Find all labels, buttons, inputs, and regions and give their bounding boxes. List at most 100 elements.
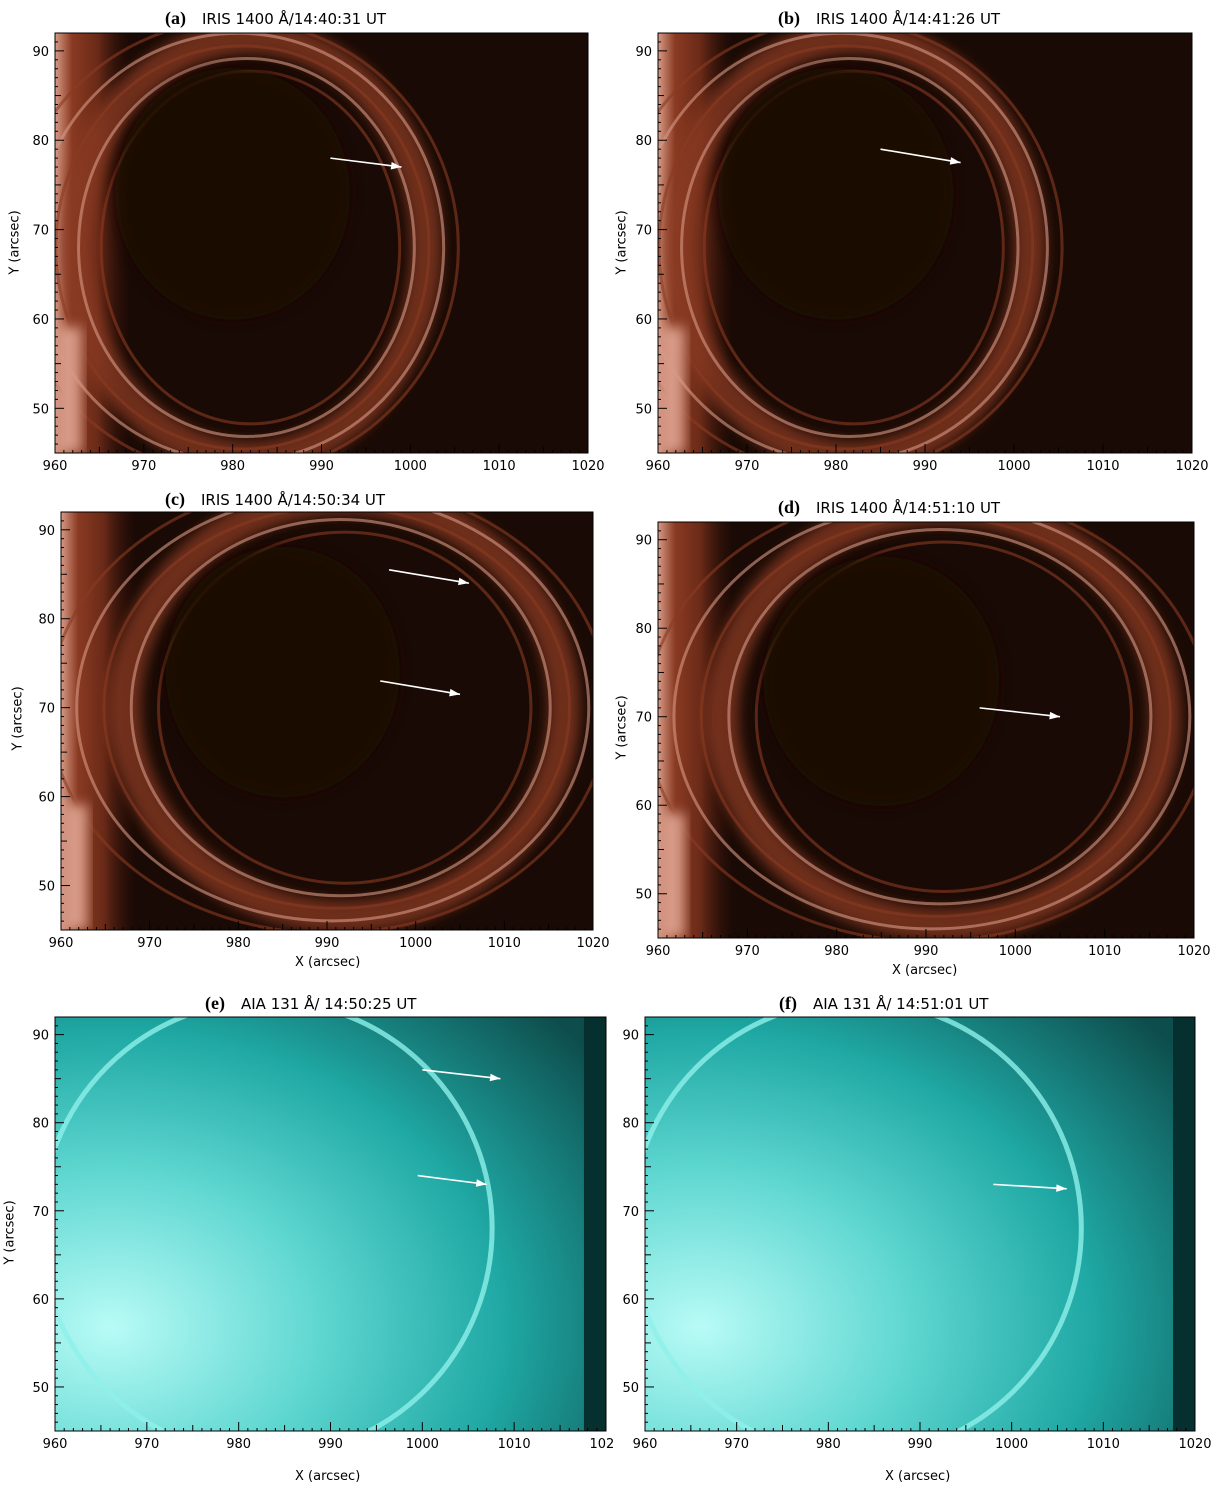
panel-image: 960 970 980 990 1000 1010 1020 90 80 70 60 50 <box>635 521 1211 959</box>
panel-c: (c) IRIS 1400 Å/14:50:34 UT 960 970 980 990 1… <box>0 485 610 975</box>
x-tick-label: 960 <box>43 459 68 474</box>
panel-image: 960 970 980 990 1000 1010 1020 90 80 70 60 50 <box>32 1016 615 1452</box>
y-tick-label: 80 <box>622 1117 639 1132</box>
x-tick-label: 960 <box>646 459 671 474</box>
image-content <box>658 33 1192 453</box>
y-tick-label: 90 <box>635 45 652 60</box>
y-tick-label: 80 <box>32 134 49 149</box>
panel-title: (a) IRIS 1400 Å/14:40:31 UT <box>165 8 386 29</box>
y-tick-label: 90 <box>635 534 652 549</box>
x-tick-label: 990 <box>318 1437 343 1452</box>
x-tick-label: 960 <box>646 944 671 959</box>
y-tick-label: 70 <box>635 711 652 726</box>
panel-title: (d) IRIS 1400 Å/14:51:10 UT <box>778 497 1000 518</box>
panel-f: (f) AIA 131 Å/ 14:51:01 UT 960 970 980 990 10… <box>615 985 1221 1489</box>
annotation-arrow <box>422 1069 501 1082</box>
loop-glow <box>58 33 443 453</box>
y-tick-label: 50 <box>32 1381 49 1396</box>
loop-glow <box>109 512 581 930</box>
y-tick-label: 60 <box>635 799 652 814</box>
x-tick-label: 970 <box>724 1437 749 1452</box>
x-tick-label: 1020 <box>1175 459 1208 474</box>
annotation-arrow <box>417 1174 487 1187</box>
x-tick-label: 960 <box>49 936 74 951</box>
x-tick-label: 1020 <box>1178 1437 1211 1452</box>
panel-title: (e) AIA 131 Å/ 14:50:25 UT <box>205 993 416 1014</box>
y-tick-label: 50 <box>635 888 652 903</box>
x-tick-label: 1020 <box>1177 944 1210 959</box>
x-axis-label: X (arcsec) <box>295 955 361 970</box>
annotation-arrow <box>880 148 961 165</box>
y-tick-label: 80 <box>32 1117 49 1132</box>
x-tick-label: 1010 <box>1088 944 1121 959</box>
panel-label: (b) <box>778 8 800 28</box>
panel-title: (f) AIA 131 Å/ 14:51:01 UT <box>779 993 988 1014</box>
image-content <box>658 522 1194 938</box>
y-tick-label: 80 <box>635 622 652 637</box>
x-tick-label: 980 <box>824 459 849 474</box>
x-tick-label: 1010 <box>1087 1437 1120 1452</box>
y-tick-label: 50 <box>635 402 652 417</box>
x-tick-label: 1000 <box>394 459 427 474</box>
loop-glow <box>706 522 1181 938</box>
x-tick-label: 1000 <box>406 1437 439 1452</box>
x-axis-label: X (arcsec) <box>892 963 958 978</box>
x-tick-label: 1020 <box>576 936 609 951</box>
y-tick-label: 50 <box>38 880 55 895</box>
panel-title-text: IRIS 1400 Å/14:50:34 UT <box>200 491 386 509</box>
y-tick-label: 60 <box>38 791 55 806</box>
annotation-arrow <box>993 1183 1067 1192</box>
panel-a: (a) IRIS 1400 Å/14:40:31 UT 960 970 980 990 1… <box>0 0 610 480</box>
x-tick-label: 960 <box>633 1437 658 1452</box>
x-tick-label: 990 <box>309 459 334 474</box>
y-tick-label: 60 <box>622 1293 639 1308</box>
y-tick-label: 90 <box>32 1029 49 1044</box>
panel-title-text: AIA 131 Å/ 14:50:25 UT <box>240 995 417 1013</box>
y-axis-label: Y (arcsec) <box>7 210 23 275</box>
x-tick-label: 1010 <box>483 459 516 474</box>
annotation-arrow <box>388 569 469 586</box>
x-tick-label: 960 <box>43 1437 68 1452</box>
x-tick-label: 1000 <box>995 1437 1028 1452</box>
panel-title-text: IRIS 1400 Å/14:41:26 UT <box>816 10 1001 28</box>
panel-d: (d) IRIS 1400 Å/14:51:10 UT 960 970 980 990 1… <box>610 485 1221 985</box>
x-tick-label: 1000 <box>997 459 1030 474</box>
x-tick-label: 990 <box>908 1437 933 1452</box>
image-content <box>55 33 588 453</box>
panel-image: 960 970 980 990 1000 1010 1020 90 80 70 60 50 <box>635 32 1209 474</box>
panel-image: 960 970 980 990 1000 1010 1020 90 80 70 60 50 <box>622 1016 1212 1452</box>
image-content <box>61 512 593 930</box>
y-axis-label: Y (arcsec) <box>614 695 630 760</box>
x-tick-label: 990 <box>914 944 939 959</box>
y-tick-label: 50 <box>32 402 49 417</box>
panel-title-text: AIA 131 Å/ 14:51:01 UT <box>812 995 989 1013</box>
y-tick-label: 70 <box>635 224 652 239</box>
x-tick-label: 980 <box>226 936 251 951</box>
y-axis-label: Y (arcsec) <box>2 1200 18 1265</box>
panel-image: 960 970 980 990 1000 1010 1020 90 80 70 60 50 <box>38 511 610 951</box>
panel-b: (b) IRIS 1400 Å/14:41:26 UT 960 970 980 990 1… <box>610 0 1221 480</box>
x-tick-label: 970 <box>134 1437 159 1452</box>
y-tick-label: 70 <box>32 224 49 239</box>
panel-label: (c) <box>165 489 185 509</box>
panel-label: (f) <box>779 993 797 1013</box>
x-tick-label: 1000 <box>399 936 432 951</box>
panel-title: (c) IRIS 1400 Å/14:50:34 UT <box>165 489 385 510</box>
panel-label: (d) <box>778 497 800 517</box>
x-tick-label: 970 <box>131 459 156 474</box>
x-tick-label: 980 <box>220 459 245 474</box>
x-axis-label: X (arcsec) <box>885 1469 951 1484</box>
panel-title: (b) IRIS 1400 Å/14:41:26 UT <box>778 8 1000 29</box>
x-tick-label: 970 <box>735 944 760 959</box>
x-tick-label: 1000 <box>999 944 1032 959</box>
y-tick-label: 60 <box>32 1293 49 1308</box>
image-content <box>645 1017 1195 1431</box>
panel-label: (e) <box>205 993 225 1013</box>
x-tick-label: 990 <box>913 459 938 474</box>
y-tick-label: 50 <box>622 1381 639 1396</box>
image-content <box>55 1017 606 1431</box>
y-tick-label: 80 <box>38 613 55 628</box>
y-tick-label: 70 <box>38 702 55 717</box>
y-tick-label: 70 <box>622 1205 639 1220</box>
x-tick-label: 1020 <box>589 1437 615 1452</box>
